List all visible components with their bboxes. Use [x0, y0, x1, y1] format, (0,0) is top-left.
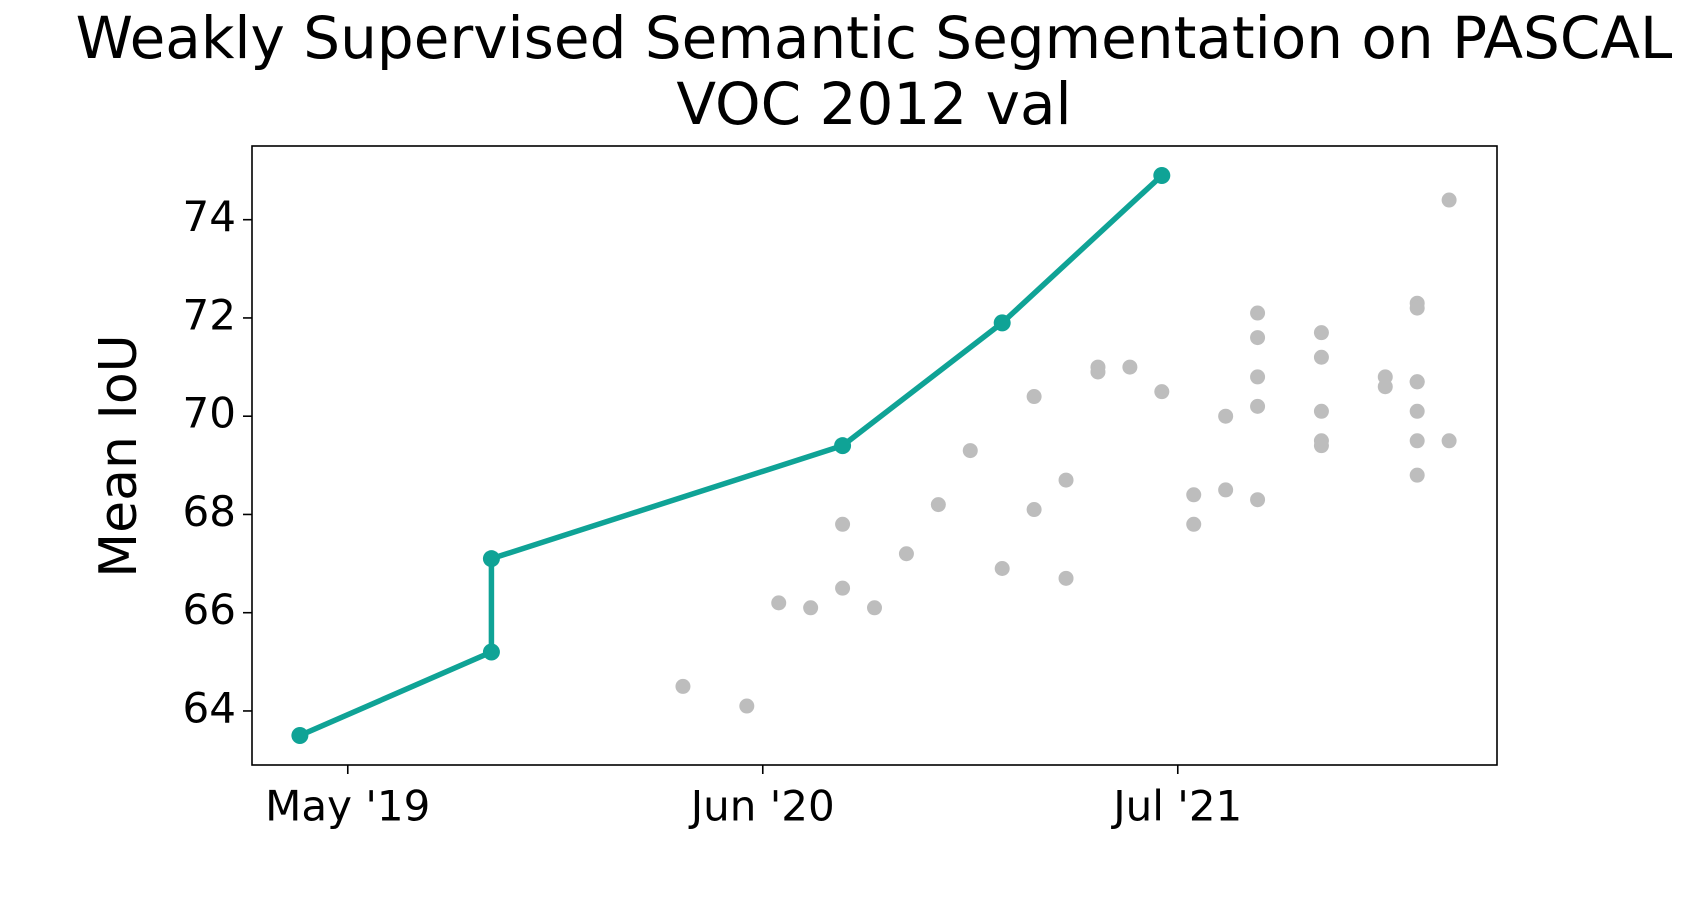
line-marker [482, 643, 500, 661]
x-tick-label: May '19 [265, 782, 430, 831]
scatter-point [1250, 330, 1266, 346]
chart-title: Weakly Supervised Semantic Segmentation … [76, 4, 1673, 72]
scatter-point [1441, 192, 1457, 208]
scatter-point [1409, 300, 1425, 316]
y-tick-label: 68 [183, 487, 236, 536]
scatter-point [1313, 438, 1329, 454]
scatter-point [1186, 487, 1202, 503]
y-axis-label: Mean IoU [89, 334, 149, 577]
scatter-point [930, 497, 946, 513]
line-marker [1153, 166, 1171, 184]
scatter-point [1377, 379, 1393, 395]
scatter-point [1058, 472, 1074, 488]
scatter-point [835, 516, 851, 532]
scatter-point [835, 580, 851, 596]
scatter-point [1218, 408, 1234, 424]
y-tick-label: 66 [183, 585, 236, 634]
y-tick-label: 64 [183, 683, 236, 732]
scatter-point [739, 698, 755, 714]
scatter-point [1186, 516, 1202, 532]
scatter-point [1250, 369, 1266, 385]
scatter-point [1250, 398, 1266, 414]
scatter-point [1313, 349, 1329, 365]
scatter-point [1026, 502, 1042, 518]
y-tick-label: 74 [183, 192, 236, 241]
scatter-point [1090, 364, 1106, 380]
scatter-point [771, 595, 787, 611]
scatter-point [1250, 492, 1266, 508]
y-tick-label: 70 [183, 389, 236, 438]
scatter-point [994, 560, 1010, 576]
scatter-point [867, 600, 882, 616]
scatter-point [1250, 305, 1266, 321]
plot-frame [251, 145, 1498, 766]
scatter-point [1058, 570, 1074, 586]
line-marker [834, 437, 852, 455]
scatter-point [1441, 433, 1457, 449]
x-tick-label: Jun '20 [688, 782, 835, 831]
scatter-point [1409, 433, 1425, 449]
scatter-point [1154, 384, 1170, 400]
line-marker [291, 727, 309, 745]
chart-title: VOC 2012 val [676, 70, 1071, 138]
y-tick-label: 72 [183, 290, 236, 339]
line-marker [482, 550, 500, 568]
scatter-point [803, 600, 819, 616]
line [298, 173, 1164, 739]
scatter-point [962, 443, 978, 459]
scatter-point [1409, 403, 1425, 419]
scatter-point [1122, 359, 1138, 375]
scatter-point [898, 546, 914, 562]
x-tick-label: Jul '21 [1110, 782, 1242, 831]
scatter-point [1313, 325, 1329, 341]
scatter-point [675, 678, 691, 694]
scatter-point [1409, 467, 1425, 483]
scatter-point [1218, 482, 1234, 498]
line-marker [993, 314, 1011, 332]
scatter-point [1313, 403, 1329, 419]
scatter-point [1409, 374, 1425, 390]
scatter-point [1026, 389, 1042, 405]
